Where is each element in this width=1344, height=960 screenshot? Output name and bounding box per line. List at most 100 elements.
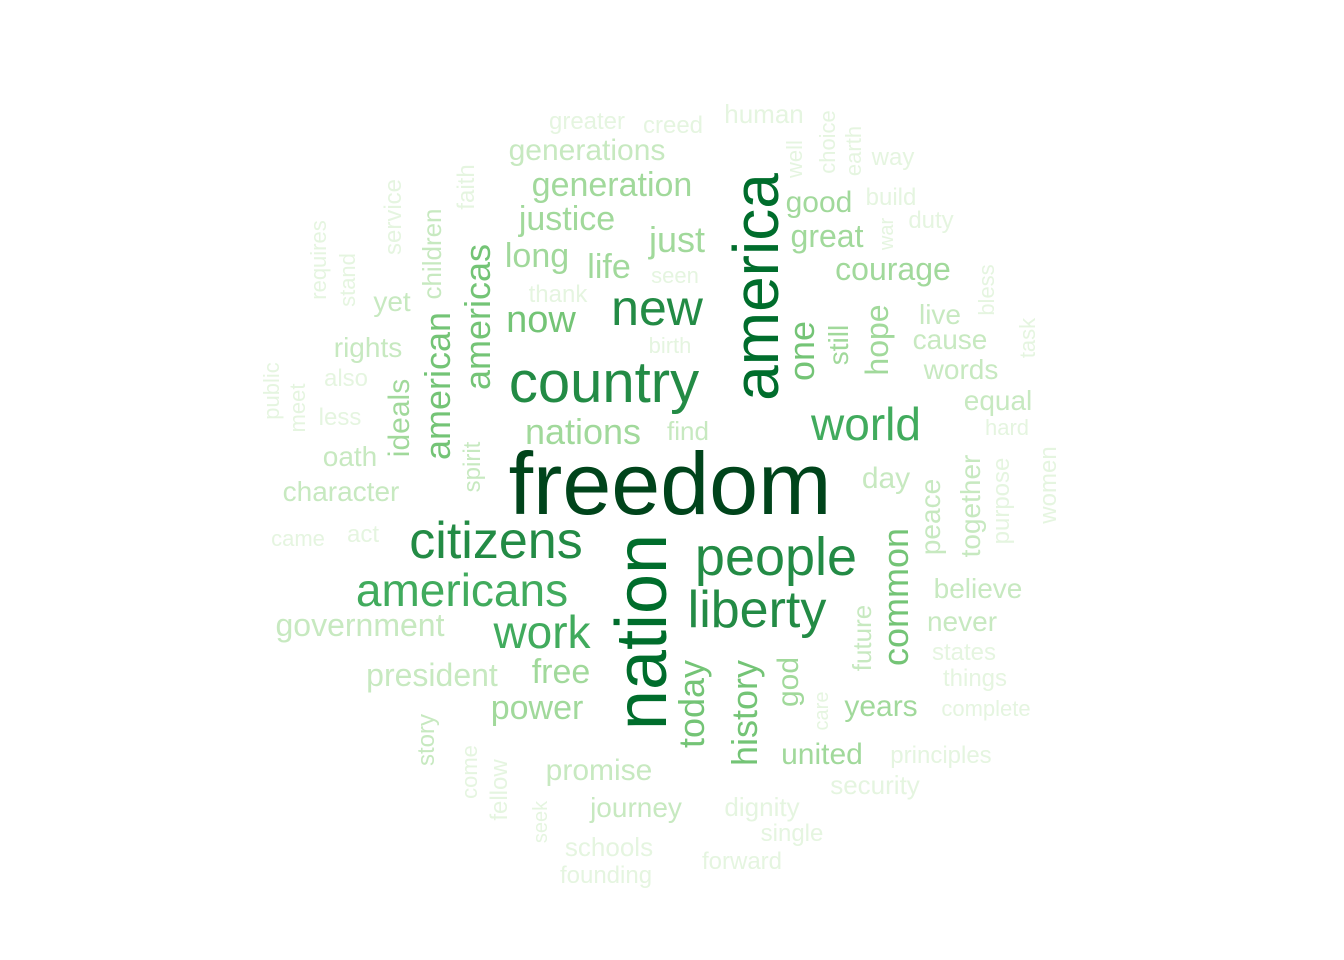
word-greater: greater [548, 108, 626, 135]
word-yet: yet [373, 286, 411, 317]
word-came: came [271, 526, 325, 551]
word-purpose: purpose [988, 457, 1015, 545]
word-cause: cause [912, 324, 988, 355]
word-stand: stand [335, 253, 360, 307]
word-government: government [275, 607, 445, 643]
word-complete: complete [941, 696, 1031, 721]
word-president: president [366, 657, 498, 693]
word-women: women [1035, 446, 1062, 524]
word-life: life [587, 248, 631, 286]
word-believe: believe [933, 573, 1023, 604]
word-story: story [413, 713, 440, 767]
word-war: war [876, 217, 898, 251]
word-faith: faith [453, 164, 480, 210]
word-children: children [417, 208, 447, 300]
word-country: country [508, 350, 700, 415]
word-choice: choice [815, 110, 840, 174]
word-equal: equal [963, 385, 1033, 416]
word-requires: requires [306, 220, 331, 300]
word-justice: justice [518, 200, 616, 238]
word-just: just [648, 219, 706, 260]
word-live: live [918, 299, 962, 330]
word-now: now [506, 299, 576, 341]
word-freedom: freedom [508, 434, 832, 533]
word-generations: generations [508, 134, 666, 167]
word-courage: courage [835, 251, 951, 287]
word-single: single [760, 820, 824, 847]
word-common: common [875, 527, 916, 667]
word-power: power [490, 689, 584, 727]
word-day: day [861, 462, 911, 495]
word-care: care [811, 691, 833, 731]
word-nations: nations [524, 411, 642, 452]
word-birth: birth [648, 333, 692, 358]
word-citizens: citizens [409, 512, 583, 570]
word-principles: principles [890, 742, 992, 769]
word-journey: journey [590, 792, 682, 823]
word-find: find [667, 416, 709, 446]
word-founding: founding [559, 862, 653, 889]
word-schools: schools [564, 832, 654, 862]
word-seen: seen [651, 263, 699, 288]
word-states: states [931, 639, 997, 666]
word-future: future [847, 604, 877, 672]
word-spirit: spirit [459, 441, 486, 493]
word-act: act [346, 521, 380, 548]
word-today: today [671, 659, 712, 749]
word-united: united [781, 738, 863, 771]
word-words: words [923, 354, 999, 385]
word-creed: creed [642, 112, 704, 139]
word-things: things [942, 665, 1008, 692]
word-thank: thank [528, 281, 588, 308]
word-free: free [531, 653, 591, 691]
word-one: one [781, 320, 822, 382]
word-human: human [724, 99, 804, 129]
word-forward: forward [701, 848, 783, 875]
word-fellow: fellow [486, 759, 513, 821]
word-seek: seek [530, 800, 552, 844]
word-never: never [926, 606, 998, 637]
word-world: world [811, 398, 921, 450]
word-bless: bless [974, 264, 999, 316]
word-people: people [694, 527, 858, 587]
word-liberty: liberty [687, 581, 827, 639]
word-rights: rights [333, 332, 403, 363]
word-public: public [259, 362, 284, 420]
word-america: america [720, 173, 792, 401]
word-service: service [380, 178, 407, 256]
word-work: work [493, 606, 591, 658]
word-nation: nation [602, 533, 682, 731]
word-character: character [282, 476, 400, 507]
word-promise: promise [545, 754, 653, 787]
word-americans: americans [355, 564, 569, 616]
word-god: god [772, 656, 805, 708]
word-less: less [318, 404, 362, 431]
word-task: task [1015, 317, 1040, 359]
word-duty: duty [908, 207, 954, 234]
word-hard: hard [984, 415, 1030, 440]
word-ideals: ideals [383, 378, 416, 458]
word-together: together [955, 454, 986, 558]
word-new: new [611, 280, 703, 336]
word-hope: hope [859, 304, 895, 376]
word-still: still [823, 324, 854, 366]
word-long: long [504, 237, 570, 275]
word-years: years [844, 690, 918, 723]
word-peace: peace [915, 478, 946, 556]
word-great: great [790, 218, 864, 254]
word-americas: americas [457, 243, 498, 391]
word-american: american [417, 311, 458, 461]
word-security: security [830, 770, 920, 800]
word-meet: meet [285, 383, 310, 433]
word-oath: oath [322, 441, 378, 472]
word-history: history [724, 659, 765, 767]
word-dignity: dignity [724, 792, 800, 822]
word-generation: generation [531, 166, 693, 204]
word-way: way [871, 144, 915, 171]
word-come: come [457, 745, 482, 799]
word-also: also [323, 365, 369, 392]
word-earth: earth [841, 125, 866, 177]
word-build: build [865, 184, 917, 211]
word-good: good [785, 186, 853, 219]
